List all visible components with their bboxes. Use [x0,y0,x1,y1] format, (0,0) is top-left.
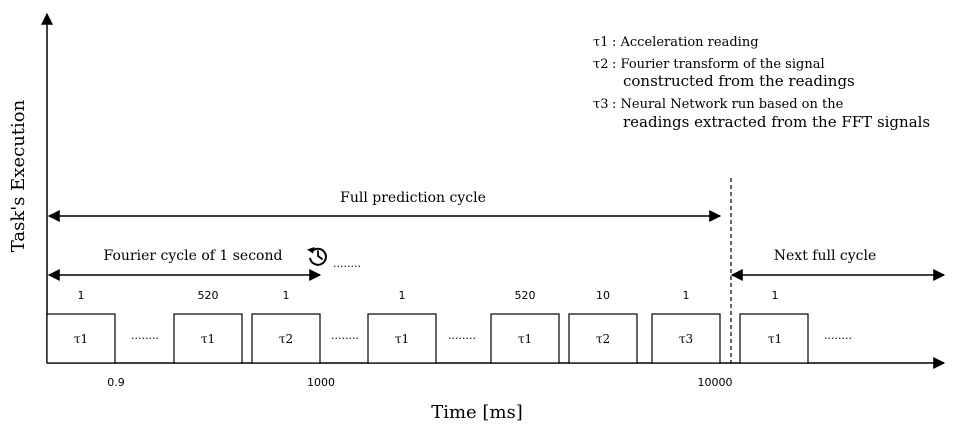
time-tick: 10000 [698,376,733,389]
task-7: 1 τ1 [739,289,809,364]
task-2: 1 τ2 [251,289,321,364]
time-tick: 0.9 [107,376,125,389]
task-box [251,313,321,364]
gap-ellipsis: ........ [448,329,476,342]
task-count: 1 [399,289,406,302]
task-box [568,313,638,364]
full-cycle-span: Full prediction cycle [47,190,722,222]
next-cycle-label: Next full cycle [774,248,876,264]
legend-symbol-tau1: τ1 [593,35,608,50]
gap-ellipsis: ........ [131,329,159,342]
task-1: 520 τ1 [173,289,243,364]
x-axis-label: Time [ms] [431,402,523,423]
task-label: τ1 [395,332,409,346]
time-tick: 1000 [307,376,335,389]
task-4: 520 τ1 [490,289,560,364]
task-0: 1 τ1 [46,289,116,364]
gap-ellipsis: ........ [331,329,359,342]
task-box [651,313,721,364]
legend: τ1 : Acceleration reading τ2 : Fourier t… [593,35,930,131]
task-label: τ2 [279,332,293,346]
task-count: 1 [78,289,85,302]
task-box [367,313,437,364]
task-count: 520 [198,289,219,302]
task-label: τ1 [201,332,215,346]
task-count: 1 [772,289,779,302]
full-cycle-label: Full prediction cycle [340,190,486,206]
task-count: 520 [515,289,536,302]
legend-text-tau1: : Acceleration reading [612,35,759,50]
task-count: 10 [596,289,610,302]
task-label: τ1 [518,332,532,346]
task-label: τ1 [768,332,782,346]
gap-ellipsis: ........ [824,329,852,342]
task-box [173,313,243,364]
task-box [46,313,116,364]
legend-text-tau3: : Neural Network run based on the [612,97,844,112]
task-6: 1 τ3 [651,289,721,364]
fourier-cycle-label: Fourier cycle of 1 second [104,248,283,264]
task-5: 10 τ2 [568,289,638,364]
legend-symbol-tau2: τ2 [593,57,608,72]
task-label: τ2 [596,332,610,346]
legend-symbol-tau3: τ3 [593,97,608,112]
next-cycle-span: Next full cycle [730,248,946,281]
history-icon [307,247,327,266]
task-box [739,313,809,364]
task-3: 1 τ1 [367,289,437,364]
legend-text-tau3-cont: readings extracted from the FFT signals [623,113,930,131]
task-box [490,313,560,364]
y-axis-label: Task's Execution [8,99,29,252]
task-count: 1 [283,289,290,302]
task-count: 1 [683,289,690,302]
task-label: τ1 [74,332,88,346]
legend-text-tau2: : Fourier transform of the signal [612,57,825,72]
legend-text-tau2-cont: constructed from the readings [623,72,855,90]
task-label: τ3 [679,332,693,346]
fourier-cycle-span: Fourier cycle of 1 second ........ [47,247,361,281]
fourier-cycle-ellipsis: ........ [333,257,361,270]
